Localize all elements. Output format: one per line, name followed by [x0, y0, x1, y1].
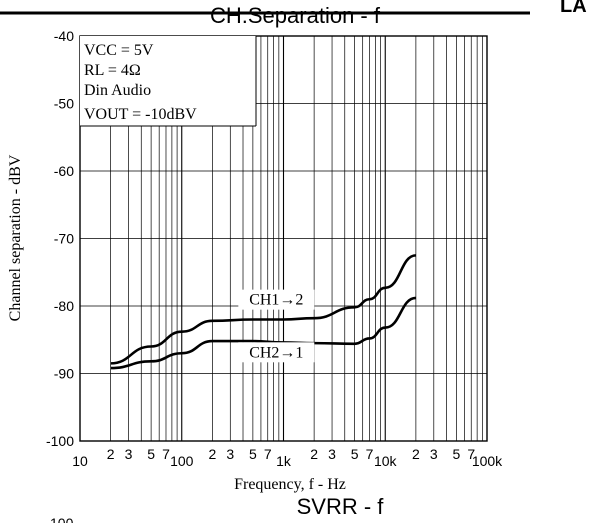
x-tick-label: 10k	[374, 453, 398, 469]
y-tick-label: -40	[54, 28, 74, 44]
x-tick-label: 3	[430, 446, 438, 462]
x-tick-label: 5	[452, 446, 460, 462]
x-tick-label: 5	[147, 446, 155, 462]
y-tick-label: -50	[54, 96, 74, 112]
x-tick-label: 7	[366, 446, 374, 462]
condition-rl: RL = 4Ω	[84, 62, 141, 79]
next-chart-title: SVRR - f	[297, 494, 385, 519]
corner-text: LA	[560, 0, 587, 17]
x-tick-label: 3	[226, 446, 234, 462]
conditions-box	[80, 36, 256, 126]
x-tick-label: 100k	[472, 453, 503, 469]
x-tick-label: 2	[310, 446, 318, 462]
x-tick-label: 7	[467, 446, 475, 462]
x-tick-label: 1k	[276, 453, 292, 469]
next-chart-tick: 100	[50, 515, 74, 523]
x-tick-label: 7	[162, 446, 170, 462]
x-tick-label: 10	[72, 453, 88, 469]
y-tick-label: -60	[54, 163, 74, 179]
header-title-fragment: CH.Separation - f	[210, 3, 381, 28]
condition-vout: VOUT = -10dBV	[84, 106, 197, 123]
condition-source: Din Audio	[84, 82, 151, 99]
series-label-bg	[238, 289, 315, 310]
series-label-2: CH2→1	[249, 344, 303, 361]
y-tick-label: -90	[54, 366, 74, 382]
y-tick-label: -100	[46, 433, 74, 449]
x-axis-label: Frequency, f - Hz	[234, 476, 346, 493]
y-tick-label: -80	[54, 298, 74, 314]
condition-vcc: VCC = 5V	[84, 42, 154, 59]
plot-frame	[79, 35, 488, 442]
series-lines: CH1→2 CH2→1	[110, 254, 417, 370]
series-label-1: CH1→2	[249, 292, 303, 309]
x-tick-label: 7	[264, 446, 272, 462]
x-tick-label: 2	[412, 446, 420, 462]
series-line-1	[110, 254, 417, 365]
x-tick-label: 3	[125, 446, 133, 462]
series-label-bg	[238, 342, 315, 363]
x-tick-label: 3	[328, 446, 336, 462]
x-tick-label: 2	[107, 446, 115, 462]
y-axis-ticks: -40 -50 -60 -70 -80 -90 -100	[46, 28, 74, 449]
x-tick-label: 100	[170, 453, 194, 469]
y-axis-label: Channel separation - dBV	[7, 154, 24, 321]
x-tick-label: 5	[249, 446, 257, 462]
x-tick-label: 5	[351, 446, 359, 462]
y-tick-label: -70	[54, 231, 74, 247]
x-tick-label: 2	[208, 446, 216, 462]
